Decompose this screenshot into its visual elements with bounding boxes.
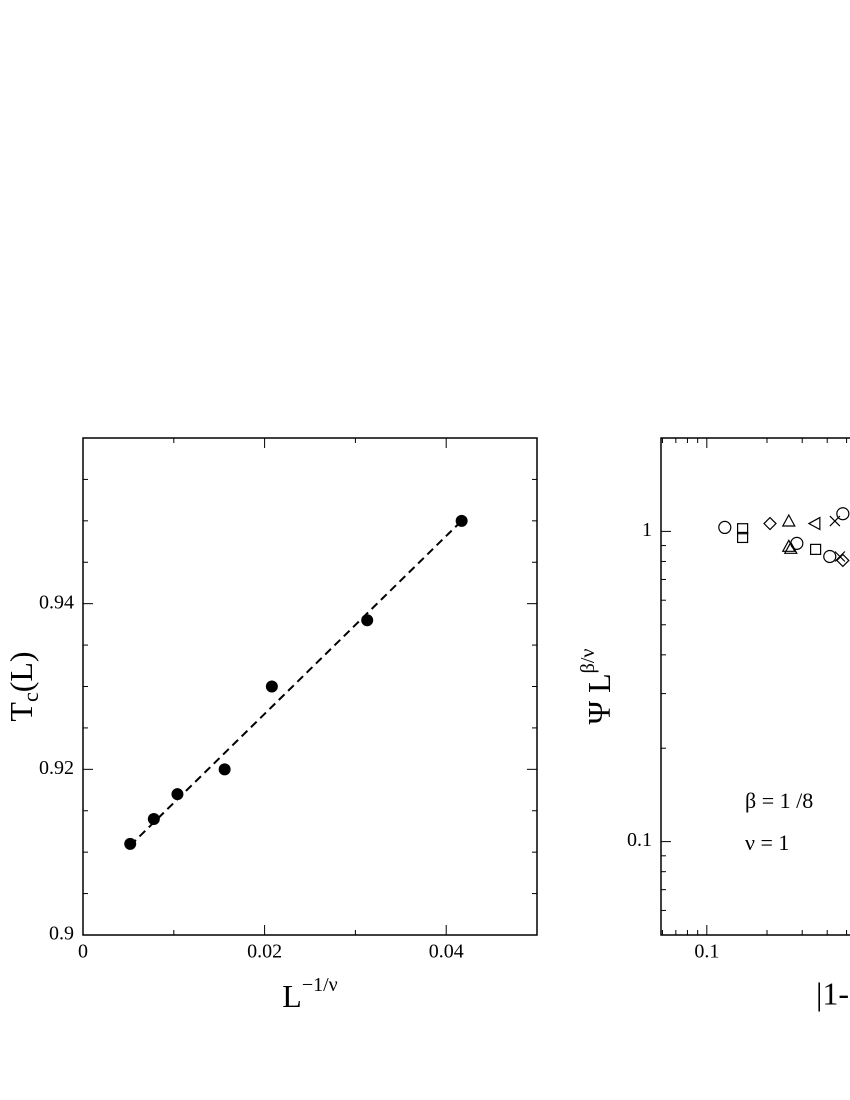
y-tick-label: 0.94 xyxy=(39,591,74,613)
y-axis-label-part: T xyxy=(3,702,39,722)
panel: 0 0.02 0.04 0.9 0.92 0.94 Tc(L) L−1/ν xyxy=(3,437,538,1015)
data-point xyxy=(718,520,732,535)
x-axis-label-part: L xyxy=(282,978,302,1014)
plot-frame xyxy=(82,437,538,936)
y-axis-label: Tc(L) xyxy=(3,651,43,721)
y-tick-label: 0.92 xyxy=(39,757,74,779)
x-tick-label: 0.02 xyxy=(247,941,282,963)
data-point xyxy=(807,516,821,531)
x-tick-label: 0.04 xyxy=(429,941,464,963)
x-tick-label: 0.1 xyxy=(694,941,719,963)
x-axis-label: L−1/ν xyxy=(282,974,337,1015)
x-axis-label: |1- xyxy=(816,975,849,1011)
y-axis-label: Ψ Lβ/ν xyxy=(577,649,618,725)
data-point xyxy=(781,539,796,552)
data-point xyxy=(147,813,160,826)
x-axis-label-part: −1/ν xyxy=(302,974,338,996)
data-point xyxy=(783,541,798,554)
data-point xyxy=(265,680,278,693)
y-tick-label: 0.1 xyxy=(627,829,652,851)
data-point xyxy=(781,513,796,527)
fit-line xyxy=(129,520,463,847)
data-point xyxy=(737,523,749,535)
data-point xyxy=(124,837,137,850)
data-point xyxy=(829,515,841,527)
data-point xyxy=(763,516,777,531)
data-point xyxy=(823,549,837,564)
data-point xyxy=(836,507,850,521)
plot-frame xyxy=(660,437,850,936)
data-point xyxy=(218,763,231,776)
data-point xyxy=(810,543,822,555)
y-tick-label: 0.9 xyxy=(49,923,74,945)
data-point xyxy=(361,614,374,627)
annotation: ν = 1 xyxy=(745,830,789,855)
y-axis-label-part: β/ν xyxy=(577,649,599,674)
y-axis-label-part: c xyxy=(18,692,43,702)
y-axis-label-part: Ψ L xyxy=(581,673,617,724)
data-point xyxy=(834,551,846,562)
data-point xyxy=(737,531,749,544)
y-axis-label-part: (L) xyxy=(3,651,39,692)
annotation: β = 1 /8 xyxy=(745,788,813,813)
data-point xyxy=(836,553,850,568)
panel: 0.1 0.1 1 Ψ Lβ/ν |1- β = 1 /8 ν = 1 xyxy=(577,437,850,1011)
y-tick-label: 1 xyxy=(642,519,652,541)
x-tick-label: 0 xyxy=(78,941,88,963)
